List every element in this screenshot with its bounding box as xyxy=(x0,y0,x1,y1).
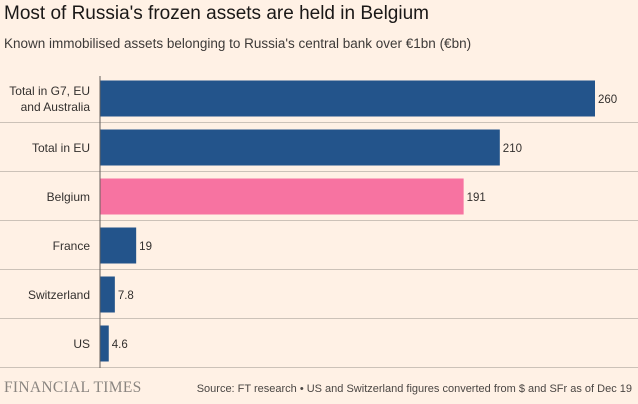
bar xyxy=(100,276,115,313)
category-label: Total in EU xyxy=(32,141,90,155)
bar xyxy=(100,227,137,264)
bar xyxy=(100,129,500,166)
category-label: France xyxy=(53,239,91,253)
bar xyxy=(100,80,595,117)
category-label: US xyxy=(73,337,90,351)
source-note: Source: FT research • US and Switzerland… xyxy=(196,383,632,395)
data-label: 19 xyxy=(139,241,152,253)
bar xyxy=(100,325,109,362)
category-label: Belgium xyxy=(47,190,90,204)
data-label: 260 xyxy=(598,94,617,106)
chart-subtitle: Known immobilised assets belonging to Ru… xyxy=(4,36,472,51)
data-label: 7.8 xyxy=(118,290,134,302)
data-label: 210 xyxy=(503,143,522,155)
ft-logo-text: FINANCIAL TIMES xyxy=(4,379,142,396)
chart-title: Most of Russia's frozen assets are held … xyxy=(4,3,429,24)
category-label: Switzerland xyxy=(28,288,90,302)
data-label: 191 xyxy=(467,192,486,204)
data-label: 4.6 xyxy=(112,339,128,351)
category-label: and Australia xyxy=(21,100,91,114)
bar xyxy=(100,178,464,215)
category-label: Total in G7, EU xyxy=(9,84,90,98)
